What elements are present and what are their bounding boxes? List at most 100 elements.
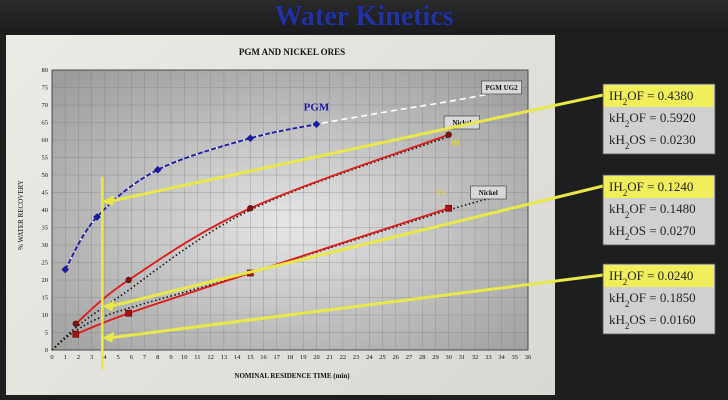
x-tick-label: 22 [340, 354, 347, 361]
red-fit-curve [75, 207, 449, 336]
fitted-curve [51, 195, 502, 351]
x-tick-label: 6 [130, 354, 134, 361]
curve-label-box [470, 185, 507, 200]
x-tick-label: 7 [143, 354, 147, 361]
annotation-line: IH2OF = 0.1240 [609, 179, 693, 198]
x-tick-label: 24 [366, 354, 373, 361]
x-tick-label: 2 [77, 354, 80, 361]
data-point [125, 276, 132, 284]
y-tick-label: 10 [42, 312, 49, 319]
annotation-line: IH2OF = 0.4380 [609, 88, 693, 107]
x-tick-label: 27 [406, 354, 413, 361]
annotation-highlight [604, 265, 714, 287]
x-tick-label: 28 [419, 354, 426, 361]
x-tick-label: 26 [393, 354, 400, 361]
curve-layer [51, 88, 515, 370]
data-point [93, 213, 101, 221]
x-tick-label: 18 [287, 354, 294, 361]
x-tick-label: 25 [379, 354, 386, 361]
x-tick-label: 12 [207, 354, 214, 361]
annotation-arrow [109, 93, 604, 203]
annotation-arrow [109, 184, 604, 308]
y-tick-label: 45 [42, 190, 49, 197]
y-tick-label: 5 [45, 330, 48, 337]
chart-title: PGM AND NICKEL ORES [239, 47, 345, 57]
y-tick-label: 60 [42, 137, 49, 144]
x-tick-label: 10 [181, 354, 188, 361]
x-tick-label: 35 [512, 354, 519, 361]
curve-label: Nickel [452, 119, 471, 127]
data-point [246, 134, 255, 143]
curve-label: PGM UG2 [486, 84, 519, 92]
x-tick-label: 4 [103, 354, 107, 361]
y-tick-label: 40 [42, 207, 49, 214]
annotation-layer: IH2OF = 0.4380 kH2OF = 0.5920 kH2OS = 0.02… [102, 83, 716, 343]
series-label: Hi [451, 138, 460, 147]
annotation-line: kH2OF = 0.5920 [609, 110, 696, 129]
curve-label: Nickel [479, 189, 498, 197]
annotation-arrowhead [102, 195, 115, 207]
x-tick-label: 0 [50, 354, 53, 361]
annotation-arrowhead [102, 331, 115, 343]
y-tick-label: 70 [42, 102, 49, 109]
annotation-line: kH2OS = 0.0270 [609, 223, 696, 242]
x-tick-label: 19 [300, 354, 307, 361]
x-tick-label: 34 [498, 354, 505, 361]
data-point [445, 131, 452, 138]
annotation-arrow [110, 273, 604, 340]
annotation-line: kH2OF = 0.1480 [609, 201, 696, 220]
x-tick-label: 21 [326, 354, 333, 361]
y-tick-label: 50 [42, 172, 49, 179]
data-point [445, 204, 452, 212]
x-tick-label: 31 [459, 354, 466, 361]
x-tick-label: 11 [194, 354, 200, 361]
y-tick-label: 25 [42, 260, 49, 267]
slide-title: Water Kinetics [274, 1, 454, 32]
x-tick-label: 17 [274, 354, 281, 361]
x-tick-label: 23 [353, 354, 360, 361]
annotation-arrowhead [102, 300, 115, 312]
series-label: Lo [437, 187, 446, 196]
x-tick-label: 33 [485, 354, 492, 361]
y-tick-label: 30 [42, 242, 49, 249]
plot-frame [51, 69, 529, 351]
x-tick-label: 32 [472, 354, 479, 361]
data-point [153, 165, 162, 174]
x-tick-label: 36 [525, 354, 532, 361]
x-tick-label: 1 [64, 354, 67, 361]
series-line [64, 123, 317, 270]
y-tick-label: 80 [42, 67, 49, 74]
y-axis-label: % WATER RECOVERY [17, 180, 25, 250]
y-tick-label: 0 [45, 347, 48, 354]
data-point [247, 205, 254, 212]
data-point [72, 320, 79, 327]
annotation-line: kH2OF = 0.1850 [609, 290, 696, 309]
label-layer: PGM Hi Lo PGM UG2 Nickel Nickel [304, 80, 522, 200]
x-axis-label: NOMINAL RESIDENCE TIME (min) [234, 372, 350, 380]
axis-layer: 0 1 2 3 4 5 6 7 8 9 10 11 12 13 14 15 16 17 18 19 20 21 22 23 24… [42, 67, 533, 361]
x-tick-label: 29 [432, 354, 439, 361]
x-tick-label: 16 [260, 354, 267, 361]
annotation-highlight [604, 176, 714, 198]
x-tick-label: 5 [116, 354, 119, 361]
x-tick-label: 13 [221, 354, 228, 361]
x-tick-label: 20 [313, 354, 320, 361]
red-fit-curve [75, 133, 449, 325]
annotation-line: kH2OS = 0.0160 [609, 312, 696, 331]
x-tick-label: 3 [90, 354, 93, 361]
y-tick-label: 55 [42, 155, 49, 162]
x-tick-label: 15 [247, 354, 254, 361]
data-point [61, 265, 70, 274]
annotation-highlight [604, 85, 714, 107]
x-tick-label: 9 [169, 354, 172, 361]
x-tick-label: 14 [234, 354, 241, 361]
data-point [72, 330, 80, 338]
series-label: PGM [304, 101, 330, 113]
data-point [125, 309, 132, 317]
annotation-line: IH2OF = 0.0240 [609, 268, 693, 287]
annotation-line: kH2OS = 0.0230 [609, 132, 696, 151]
title-band [0, 0, 728, 34]
data-point [312, 120, 321, 129]
curve-label-box [481, 80, 522, 95]
